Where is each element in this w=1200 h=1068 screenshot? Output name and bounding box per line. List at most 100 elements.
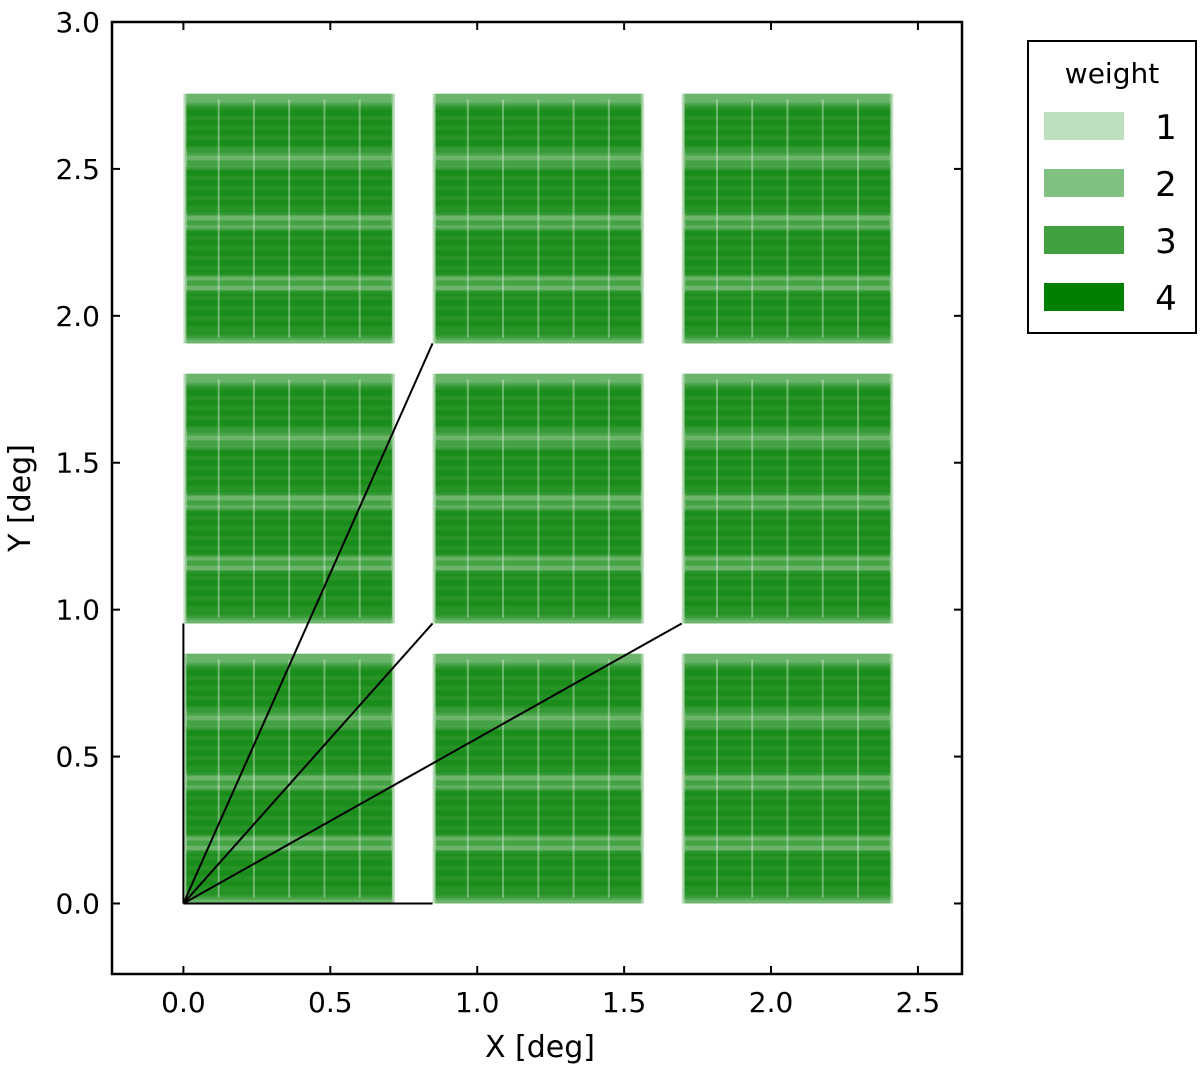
field-block — [432, 93, 645, 344]
field-block — [681, 653, 894, 904]
field-stripe — [685, 130, 890, 136]
field-stripe — [436, 690, 641, 696]
field-stripe — [186, 730, 392, 736]
field-band — [684, 107, 891, 153]
field-stripe — [186, 560, 392, 566]
field-stripe — [685, 460, 890, 466]
field-stripe — [436, 860, 641, 866]
connector-line — [182, 622, 683, 905]
survey-fields — [183, 93, 894, 904]
field-stripe — [685, 420, 890, 426]
field-band — [186, 291, 393, 337]
field-stripe — [436, 300, 641, 306]
field-band — [684, 227, 891, 273]
field-band — [435, 386, 642, 431]
field-strip — [434, 653, 643, 904]
field-stripe — [186, 550, 392, 556]
field-band — [186, 229, 393, 274]
field-stripe — [436, 430, 641, 436]
field-band — [435, 507, 642, 553]
field-band — [684, 446, 891, 492]
field-stripe — [685, 580, 890, 586]
field-stripe — [436, 540, 641, 546]
field-block — [183, 373, 395, 624]
field-column-gap — [537, 99, 540, 338]
field-column-gap — [821, 659, 824, 898]
field-band — [186, 726, 393, 772]
y-tick-label: 1.5 — [55, 447, 100, 480]
connector-lines — [182, 343, 683, 905]
field-column-gap — [572, 99, 575, 338]
field-band — [186, 232, 393, 278]
field-band — [684, 792, 891, 838]
plot-frame — [110, 20, 964, 976]
field-column-gap — [786, 659, 789, 898]
field-band — [684, 448, 891, 494]
field-stripe — [436, 800, 641, 806]
field-stripe — [436, 320, 641, 326]
field-stripe — [436, 160, 641, 166]
field-column-gap — [715, 659, 718, 898]
field-column-gap — [323, 99, 326, 338]
field-stripe — [436, 670, 641, 676]
field-band — [684, 444, 891, 490]
field-band — [186, 164, 393, 210]
field-band — [186, 662, 393, 708]
field-stripe — [186, 280, 392, 286]
field-column-gap — [288, 659, 291, 898]
field-column-gap — [607, 659, 610, 898]
field-band — [435, 295, 642, 340]
field-stripe — [186, 870, 392, 876]
field-band — [435, 510, 642, 556]
field-column-gap — [786, 379, 789, 618]
field-band — [435, 104, 642, 150]
field-stripe — [685, 750, 890, 756]
field-stripe — [186, 200, 392, 206]
field-stripe — [186, 220, 392, 226]
field-stripe — [685, 290, 890, 296]
field-stripe — [685, 180, 890, 186]
field-stripe — [436, 270, 641, 276]
field-stripe — [436, 290, 641, 296]
field-band — [435, 450, 642, 496]
field-column-gap — [607, 379, 610, 618]
field-stripe — [186, 740, 392, 746]
field-stripe — [685, 680, 890, 686]
field-stripe — [685, 540, 890, 546]
field-stripe — [436, 870, 641, 876]
field-stripe — [436, 200, 641, 206]
field-stripe — [186, 250, 392, 256]
field-column-gap — [786, 99, 789, 338]
field-stripe — [685, 790, 890, 796]
field-stripe — [436, 590, 641, 596]
field-stripe — [186, 110, 392, 116]
field-strip — [432, 373, 641, 624]
field-band — [435, 569, 642, 615]
field-stripe — [186, 440, 392, 446]
field-column-gap — [502, 99, 505, 338]
field-stripe — [685, 590, 890, 596]
field-stripe — [186, 500, 392, 506]
field-band — [186, 790, 393, 836]
legend-label: 1 — [1155, 108, 1177, 148]
field-stripe — [436, 500, 641, 506]
field-column-gap — [856, 659, 859, 898]
field-band — [186, 851, 393, 897]
field-column-gap — [715, 99, 718, 338]
field-band — [435, 293, 642, 339]
field-band — [435, 726, 642, 772]
x-tick-label: 1.0 — [455, 986, 500, 1019]
field-block — [432, 653, 645, 904]
field-band — [435, 102, 642, 148]
field-band — [435, 384, 642, 430]
field-strip — [685, 93, 894, 344]
field-stripe — [436, 740, 641, 746]
field-column-gap — [572, 659, 575, 898]
field-band — [684, 855, 891, 900]
x-tick-label: 1.5 — [602, 986, 647, 1019]
field-stripe — [186, 140, 392, 146]
field-band — [435, 730, 642, 776]
field-stripe — [186, 300, 392, 306]
field-stripe — [186, 760, 392, 766]
